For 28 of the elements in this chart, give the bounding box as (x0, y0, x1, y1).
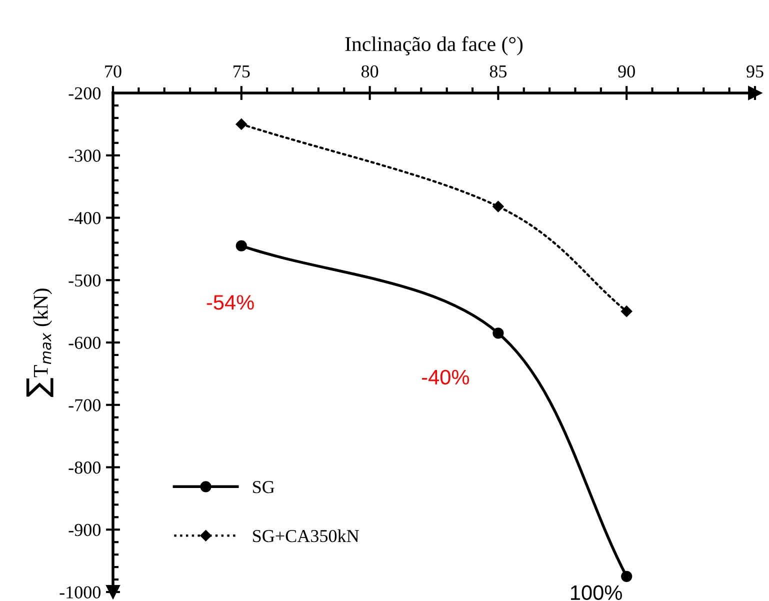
y-tick-label: -400 (68, 212, 101, 224)
point (492, 200, 504, 212)
y-tick-label: -500 (68, 274, 101, 287)
point (236, 118, 248, 130)
x-tick-label: 95 (746, 65, 764, 78)
point (492, 328, 504, 339)
legend-label: SG (253, 481, 274, 494)
y-tick-label: -1000 (60, 586, 101, 598)
y-tick-label: -800 (68, 462, 101, 474)
y-tick-label: -300 (68, 150, 101, 162)
x-tick-label: 70 (105, 65, 122, 78)
y-tick-label: -900 (68, 524, 101, 536)
x-tick-label: 85 (490, 65, 507, 78)
legend-label: SG+CA350kN (253, 529, 359, 542)
point (620, 306, 632, 317)
x-tick-label: 75 (234, 66, 250, 78)
x-tick-label: 80 (361, 65, 378, 78)
annotation: -40% (422, 370, 469, 385)
point (621, 570, 632, 582)
x-tick-label: 90 (618, 65, 635, 78)
y-tick-label: -200 (68, 87, 101, 100)
point (236, 240, 247, 252)
x-axis-title: Inclinação da face (°) (345, 36, 523, 56)
y-axis-title: ∑T$_{max}$ (kN) (26, 288, 54, 398)
y-tick-label: -700 (68, 399, 101, 412)
y-tick-label: -600 (68, 336, 101, 349)
annotation: 100% (570, 585, 622, 600)
annotation: -54% (206, 295, 254, 310)
